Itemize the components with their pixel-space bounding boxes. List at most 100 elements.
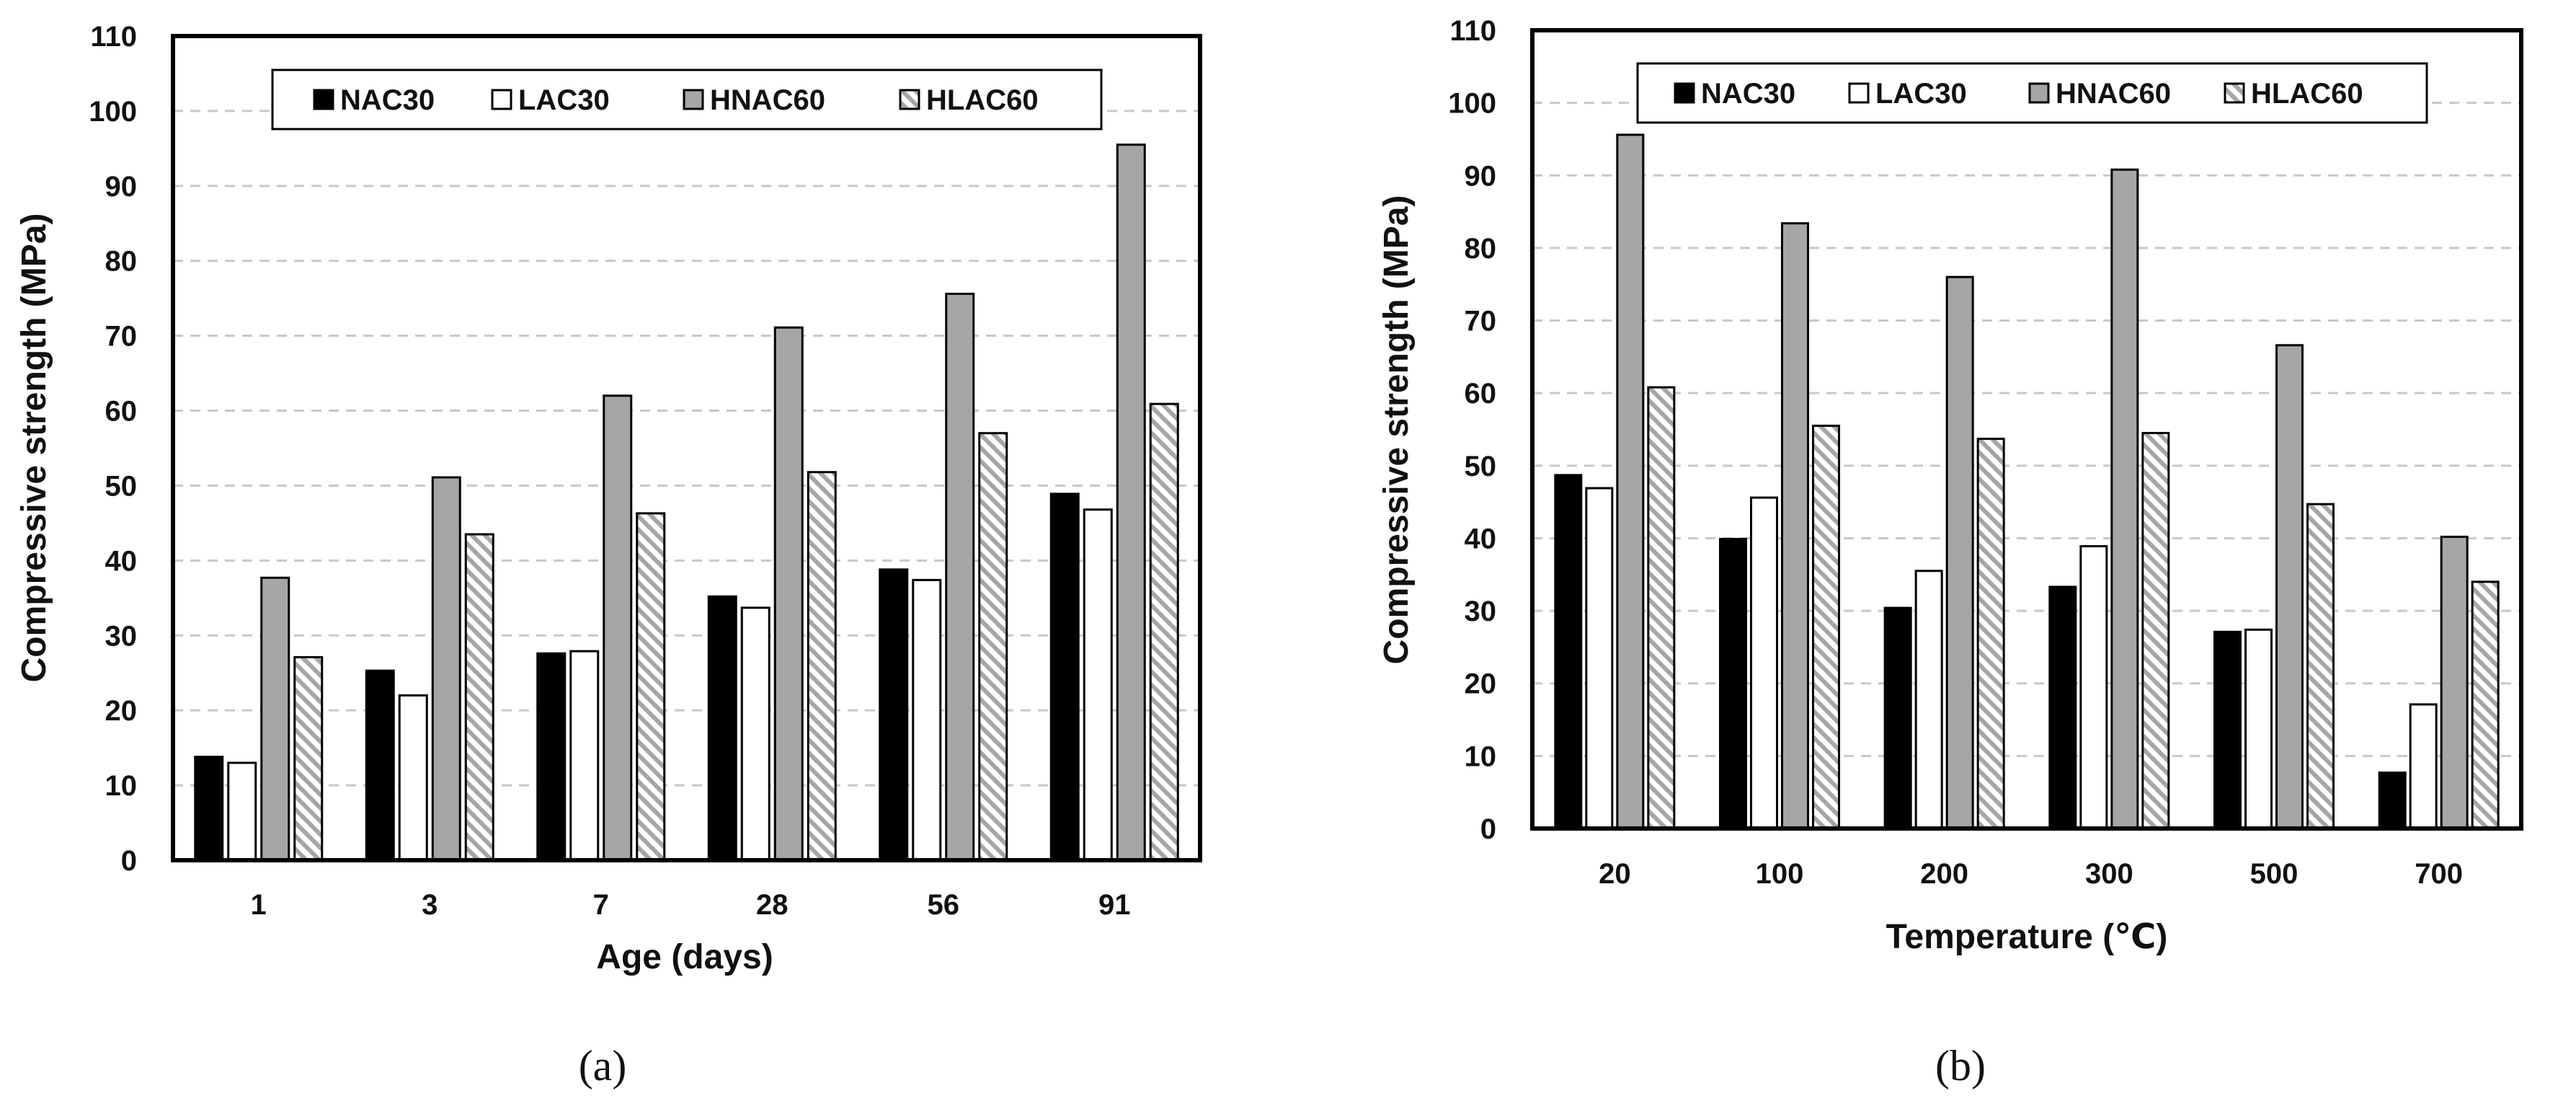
- plot-area-a: [173, 36, 1200, 860]
- bar-hlac60-1: [293, 655, 324, 862]
- legend-label-hlac60: HLAC60: [2251, 78, 2363, 110]
- y-tick-label: 60: [1465, 378, 1497, 410]
- bar-hlac60-500: [2306, 503, 2335, 830]
- bar-hlac60-300: [2141, 432, 2170, 830]
- bar-hlac60-3: [464, 533, 494, 862]
- y-tick-label: 80: [1465, 233, 1497, 265]
- x-tick-label: 1: [251, 889, 267, 921]
- y-tick-label: 0: [121, 845, 137, 877]
- bar-nac30-300: [2048, 586, 2077, 830]
- caption-b: (b): [1935, 1042, 1986, 1090]
- y-tick-label: 90: [105, 171, 138, 203]
- x-tick-label: 500: [2250, 858, 2299, 890]
- y-tick-label: 30: [1465, 596, 1497, 627]
- legend-swatch-lac30: [491, 89, 512, 110]
- bar-lac30-200: [1914, 570, 1943, 830]
- bar-hlac60-91: [1149, 402, 1179, 862]
- bar-hlac60-700: [2471, 580, 2500, 830]
- bar-nac30-56: [879, 568, 909, 862]
- y-tick-label: 60: [105, 396, 138, 428]
- x-tick-label: 7: [593, 889, 609, 921]
- bar-hnac60-100: [1781, 222, 1809, 830]
- x-tick-label: 700: [2415, 858, 2463, 890]
- bar-lac30-300: [2079, 545, 2108, 830]
- x-tick-label: 20: [1599, 858, 1631, 890]
- legend-swatch-lac30: [1848, 82, 1870, 104]
- legend-label-hnac60: HNAC60: [710, 84, 825, 116]
- bar-hnac60-300: [2110, 168, 2139, 830]
- bar-nac30-28: [707, 595, 737, 862]
- bar-hnac60-200: [1945, 275, 1974, 830]
- y-axis-title-b: Compressive strength (MPa): [1377, 195, 1416, 665]
- y-tick-label: 0: [1480, 813, 1496, 845]
- y-tick-label: 30: [105, 620, 138, 652]
- y-tick-label: 20: [105, 695, 138, 727]
- plot-frame-a: [171, 34, 1202, 862]
- bar-hnac60-91: [1116, 143, 1146, 862]
- bar-lac30-500: [2244, 628, 2273, 830]
- legend-swatch-hnac60: [2028, 82, 2050, 104]
- legend-a: NAC30 LAC30 HNAC60 HLAC60: [271, 69, 1103, 131]
- y-tick-label: 40: [1465, 523, 1497, 554]
- bar-nac30-100: [1719, 537, 1747, 830]
- bar-lac30-100: [1750, 496, 1778, 830]
- legend-swatch-nac30: [313, 89, 334, 110]
- chart-panel-b: 0 10 20 30 40 50 60 70 80 90 100 110 20 100 200 300 500…: [1377, 15, 2523, 1090]
- plot-frame-b: [1530, 28, 2523, 831]
- bar-lac30-700: [2409, 703, 2438, 830]
- bar-nac30-91: [1049, 492, 1080, 862]
- y-tick-label: 50: [1465, 451, 1497, 482]
- legend-label-hnac60: HNAC60: [2056, 78, 2171, 110]
- bar-lac30-7: [569, 650, 600, 862]
- y-tick-label: 20: [1465, 668, 1497, 700]
- bar-lac30-28: [740, 606, 770, 862]
- bar-nac30-20: [1554, 474, 1583, 830]
- y-tick-label: 110: [90, 21, 137, 53]
- bar-nac30-1: [194, 756, 224, 862]
- bar-hnac60-3: [431, 476, 461, 862]
- y-tick-label: 40: [105, 545, 138, 577]
- bar-lac30-91: [1083, 508, 1113, 862]
- bar-hlac60-56: [978, 432, 1008, 862]
- bar-lac30-3: [398, 694, 428, 862]
- bar-hnac60-56: [945, 292, 975, 862]
- x-tick-label: 100: [1756, 858, 1804, 890]
- x-tick-label: 200: [1920, 858, 1968, 890]
- legend-swatch-hnac60: [683, 89, 704, 110]
- bar-lac30-1: [227, 761, 257, 862]
- chart-panel-a: 0 10 20 30 40 50 60 70 80 90 100 110 1 3 7 28 56 91 Comp…: [15, 21, 1202, 1090]
- caption-a: (a): [579, 1042, 627, 1090]
- bar-nac30-700: [2378, 772, 2407, 830]
- bar-hlac60-20: [1647, 386, 1676, 830]
- bar-nac30-500: [2213, 630, 2242, 830]
- legend-swatch-hlac60: [2224, 82, 2245, 104]
- bar-hnac60-1: [260, 576, 290, 862]
- bar-hlac60-200: [1976, 438, 2005, 830]
- y-tick-label: 90: [1465, 160, 1497, 192]
- bar-hnac60-28: [773, 326, 804, 862]
- x-axis-title-a: Age (days): [596, 938, 773, 976]
- x-tick-label: 300: [2085, 858, 2133, 890]
- y-tick-label: 100: [89, 96, 137, 128]
- y-axis-title-a: Compressive strength (MPa): [15, 213, 53, 683]
- y-tick-label: 50: [105, 470, 138, 502]
- y-tick-label: 70: [1465, 306, 1497, 337]
- bar-hnac60-700: [2440, 535, 2469, 830]
- y-tick-label: 100: [1448, 88, 1496, 120]
- x-axis-title-b: Temperature (℃): [1886, 918, 2168, 956]
- bar-hnac60-500: [2275, 344, 2304, 830]
- y-tick-label: 80: [105, 246, 138, 278]
- legend-b: NAC30 LAC30 HNAC60 HLAC60: [1636, 62, 2428, 124]
- bar-nac30-7: [536, 652, 567, 862]
- legend-label-lac30: LAC30: [1875, 78, 1967, 110]
- legend-swatch-hlac60: [899, 89, 920, 110]
- bar-nac30-200: [1883, 606, 1912, 830]
- bar-hlac60-100: [1812, 424, 1840, 830]
- x-tick-label: 3: [422, 889, 438, 921]
- legend-label-lac30: LAC30: [518, 84, 610, 116]
- bar-nac30-3: [365, 669, 395, 862]
- bar-lac30-20: [1585, 487, 1614, 830]
- legend-swatch-nac30: [1674, 82, 1695, 104]
- plot-area-b: [1532, 30, 2521, 829]
